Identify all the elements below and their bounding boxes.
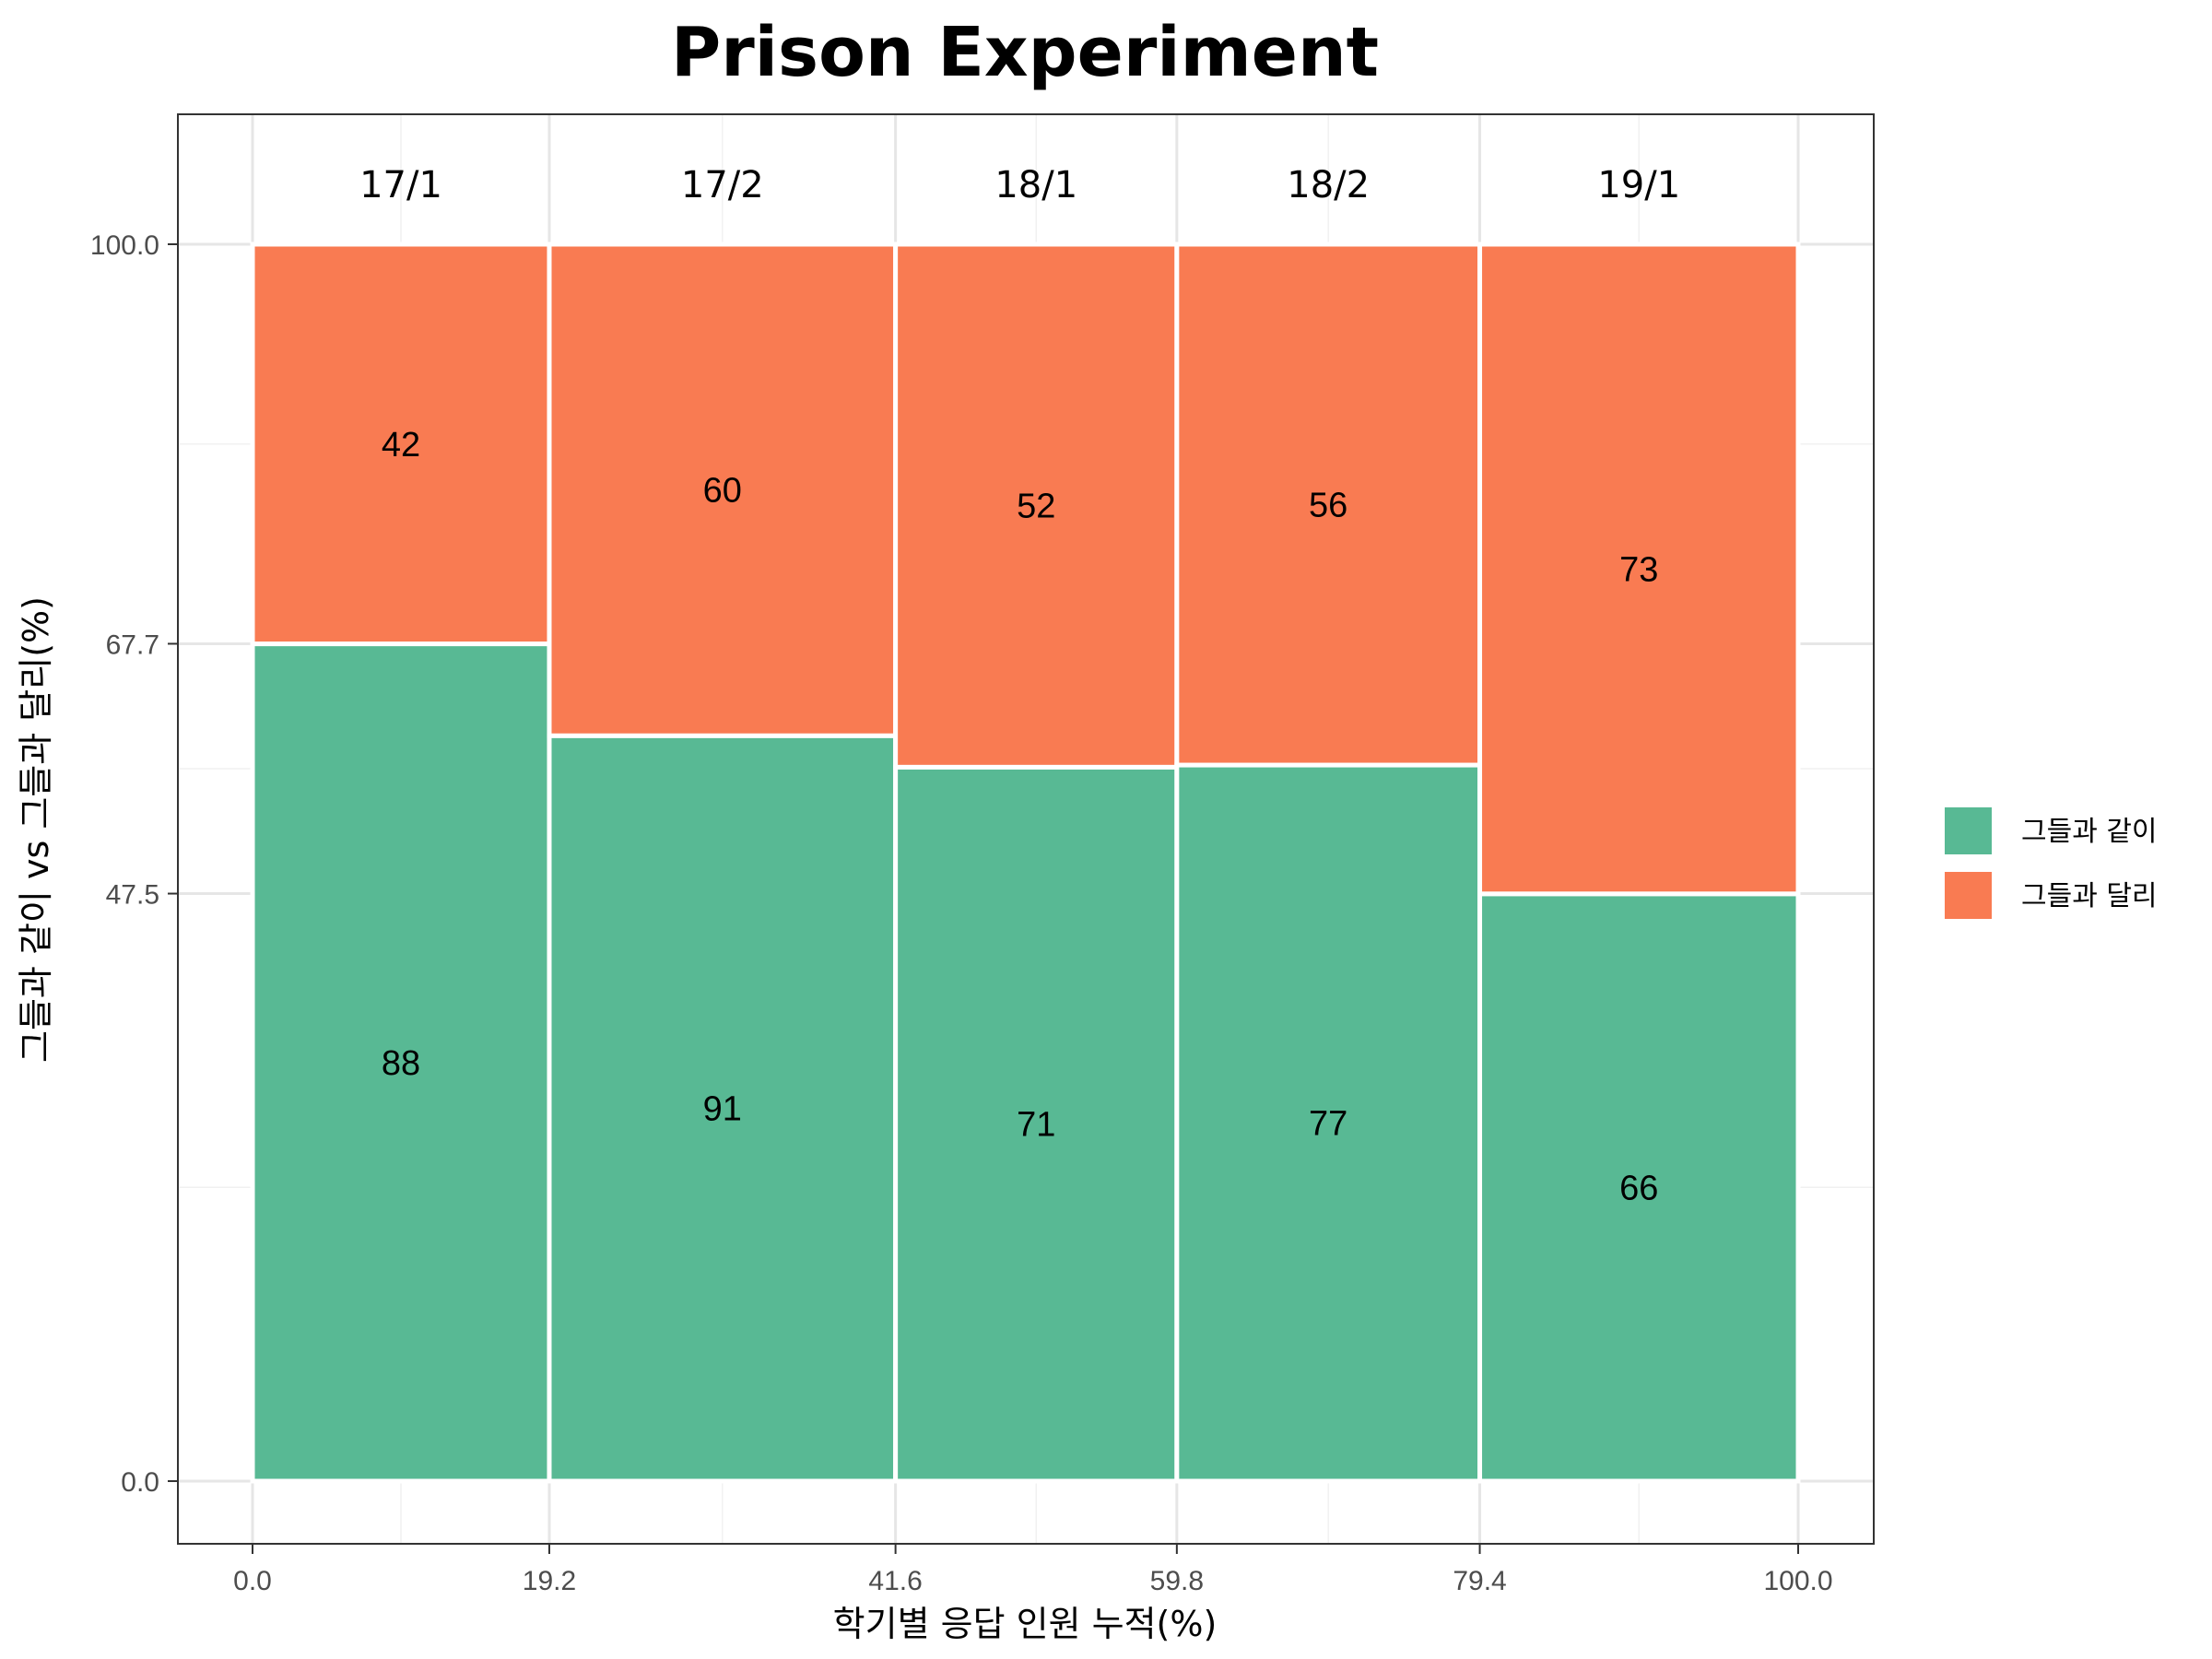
y-tick-label: 100.0 [90,230,159,261]
chart-title: Prison Experiment [671,13,1379,92]
category-label-3: 18/1 [994,164,1077,206]
category-label-1: 17/1 [359,164,442,206]
bar-4-series-1 [1174,762,1483,1484]
bar-2-series-2 [547,241,899,738]
legend-swatch-1 [1945,807,1992,854]
legend-label-1: 그들과 같이 [2021,816,2158,848]
x-tick-label: 19.2 [523,1566,576,1596]
x-tick-label: 59.8 [1150,1566,1204,1596]
legend-swatch-2 [1945,872,1992,919]
data-label-2-series-2: 60 [703,472,742,511]
data-label-4-series-1: 77 [1309,1105,1347,1144]
bars [250,241,1801,1484]
category-label-4: 18/2 [1287,164,1370,206]
bar-5-series-1 [1477,891,1801,1484]
bar-3-series-2 [893,241,1180,770]
bar-4-series-2 [1174,241,1483,768]
data-label-3-series-2: 52 [1017,488,1055,526]
bar-5-series-2 [1477,241,1801,897]
data-label-1-series-1: 88 [382,1044,420,1083]
category-label-5: 19/1 [1597,164,1680,206]
data-label-2-series-1: 91 [703,1090,742,1129]
y-tick-label: 0.0 [121,1467,159,1498]
x-axis: 0.0 19.2 41.6 59.8 79.4 100.0 [233,1544,1833,1596]
plot-border [177,113,1875,1545]
x-tick-label: 0.0 [233,1566,272,1596]
x-tick-label: 100.0 [1763,1566,1832,1596]
x-tick-label: 79.4 [1453,1566,1506,1596]
x-tick-label: 41.6 [868,1566,922,1596]
data-label-1-series-2: 42 [382,426,420,465]
data-label-3-series-1: 71 [1017,1106,1055,1145]
data-label-5-series-2: 73 [1619,550,1658,589]
data-labels: 88 42 91 60 71 52 77 56 66 73 [382,426,1659,1208]
y-tick-label: 67.7 [106,629,159,660]
data-label-4-series-2: 56 [1309,487,1347,525]
bar-1-series-2 [250,241,552,647]
y-tick-label: 47.5 [106,880,159,911]
x-axis-label: 학기별 응답 인원 누적(%) [833,1604,1218,1644]
category-label-2: 17/2 [681,164,764,206]
legend-label-2: 그들과 달리 [2021,880,2158,912]
category-labels: 17/1 17/2 18/1 18/2 19/1 [359,164,1680,206]
data-label-5-series-1: 66 [1619,1169,1658,1207]
bar-1-series-1 [250,641,552,1484]
y-axis-label: 그들과 같이 vs 그들과 달리(%) [16,596,56,1063]
y-axis: 0.0 47.5 67.7 100.0 [90,230,178,1498]
